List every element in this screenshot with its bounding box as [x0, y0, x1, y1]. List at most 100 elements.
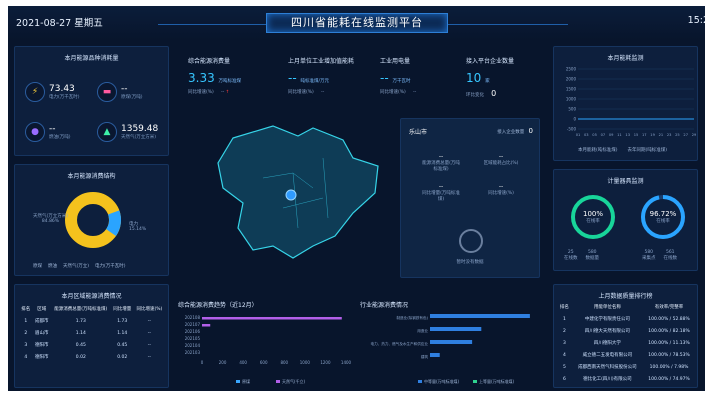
tick-label: -500: [567, 127, 577, 132]
map-borders: [262, 157, 329, 229]
tick-label: 1400: [341, 360, 351, 365]
table-row: 4 威立德二五发电有限公司 100.00% / 78.53%: [562, 352, 690, 359]
donut-chart: [65, 192, 121, 248]
top-bar: 2021-08-27 星期五 四川省能耗在线监测平台 15:2: [8, 6, 705, 40]
tick-label: 800: [280, 360, 288, 365]
city-cell: -- 能源消费总量(万吨标准煤): [422, 153, 460, 172]
page-title: 四川省能耗在线监测平台: [291, 16, 423, 29]
bar: [430, 353, 440, 357]
divider: [158, 24, 266, 25]
tick-label: 建筑: [421, 354, 429, 359]
city-count: 接入企业数量 0: [497, 127, 533, 135]
monthly-legend: 本月能耗(吨标准煤) 去年同期(吨标准煤): [578, 148, 668, 153]
tick-label: 1500: [566, 87, 577, 92]
tick-label: 23: [667, 133, 672, 137]
bar: [430, 327, 482, 331]
tick-label: 制造业(除钢铁有色): [396, 315, 428, 320]
panel-title: 上月数据质量排行榜: [598, 293, 653, 300]
legend-swatch: [276, 380, 280, 383]
map-province[interactable]: [217, 125, 379, 259]
legend-label: 中等量(万吨标准煤): [424, 378, 460, 384]
energy-stat-oil: ● -- 燃油(万吨): [25, 122, 71, 142]
industry-chart: 制造业(除钢铁有色) 用造业电力、热力、燃气及水生产和供应业建筑中等量(万吨标准煤…: [371, 314, 530, 384]
donut-electric-slice: [65, 192, 121, 248]
stat-value: 1359.48: [121, 124, 159, 134]
panel-title: 本月能耗监测: [607, 55, 644, 62]
tick-label: 0: [201, 360, 204, 365]
tick-label: 2500: [566, 67, 577, 72]
kpi-industry-intensity: 上月单位工业增加值能耗 -- 吨标准煤/万元 同比增速(%) --: [288, 58, 355, 95]
city-cell: -- 同比增量(万吨标准煤): [422, 183, 460, 202]
area-panel: 本月区域能源消费情况 排名 区域 能源消费总量(万吨标准煤) 同比增量 同比增速(%) …: [14, 284, 169, 388]
date-label: 2021-08-27 星期五: [16, 18, 103, 29]
tick-label: 09: [609, 133, 614, 137]
panel-title: 计量器具监测: [607, 178, 644, 185]
table-row: 1 中建化学有限责任公司 100.00% / 52.88%: [562, 316, 690, 323]
tick-label: 600: [260, 360, 268, 365]
table-row: 5 成都西南天然气科技股份公司 100.00% / 7.98%: [562, 364, 689, 371]
tick-label: 400: [239, 360, 247, 365]
tick-label: 202108: [185, 315, 201, 320]
area-table: 排名 区域 能源消费总量(万吨标准煤) 同比增量 同比增速(%) 1 成都市 1.73 1.7…: [19, 303, 165, 363]
table-row: 2 眉山市 1.14 1.14 --: [24, 330, 151, 337]
tick-label: 1000: [566, 97, 577, 102]
gauge-2-text: 96.72% 在线率: [649, 210, 677, 224]
tick-label: 202106: [185, 329, 201, 334]
tick-label: 1000: [300, 360, 311, 365]
legend-label: 原煤: [242, 378, 250, 384]
panel-title: 综合能源消费趋势（近12月）: [178, 302, 258, 309]
stat-value: --: [121, 84, 128, 94]
divider: [448, 24, 568, 25]
metering-panel: 计量器具监测 100% 在线率 96.72% 在线率 25 在线数 580 数据量 58…: [553, 169, 698, 271]
donut-legend: 原煤 燃油 天然气(万立) 电力(万千瓦时): [33, 264, 126, 269]
tick-label: 19: [650, 133, 655, 137]
table-header: 排名 区域 能源消费总量(万吨标准煤) 同比增量 同比增速(%): [21, 307, 163, 312]
clock: 15:2: [687, 15, 705, 26]
dashboard: 2021-08-27 星期五 四川省能耗在线监测平台 15:2 本月能源品种消耗…: [8, 6, 705, 391]
tick-label: 202103: [185, 350, 201, 355]
gauge-1: [571, 195, 615, 239]
legend-label: 上等量(万吨标准煤): [479, 378, 515, 384]
panel-title: 本月能源消费结构: [67, 173, 116, 180]
industry-panel: 行业能源消费情况 制造业(除钢铁有色) 用造业 电力、热力、燃气及水生产和供应业 建筑…: [358, 296, 546, 388]
table-row: 1 成都市 1.73 1.73 --: [24, 318, 151, 325]
kpi-value: --: [380, 71, 389, 85]
tick-label: 2000: [566, 77, 577, 82]
tick-label: 13: [625, 133, 630, 137]
tick-label: 202104: [185, 343, 201, 348]
car-icon: ▬: [97, 82, 117, 102]
bar: [202, 324, 211, 327]
ranking-panel: 上月数据质量排行榜 排名 用能单位名称 有效率/完整率 1 中建化学有限责任公司 100…: [553, 284, 698, 388]
sichuan-map[interactable]: [203, 118, 393, 268]
kpi-value: 10: [466, 71, 482, 85]
search-icon: [459, 229, 483, 253]
donut-right-label: 电力 15.14%: [129, 222, 147, 232]
stat-label: 天然气(万立方米): [121, 135, 157, 140]
bar: [202, 317, 342, 320]
stat-label: 燃油(万吨): [49, 135, 71, 140]
ranking-table: 排名 用能单位名称 有效率/完整率 1 中建化学有限责任公司 100.00% / 52.…: [557, 301, 695, 385]
donut-left-label: 天然气(万立方米) 84.86%: [33, 214, 69, 224]
trend-panel: 综合能源消费趋势（近12月） 202108 202107 202106 202105 2…: [176, 296, 351, 388]
stat-value: 73.43: [49, 84, 75, 94]
tick-label: 用造业: [417, 328, 428, 333]
table-row: 2 四川德大天然有限公司 100.00% / 82.18%: [562, 328, 690, 335]
tick-label: 05: [592, 133, 597, 137]
stat-label: 电力(万千瓦时): [49, 95, 80, 100]
tick-label: 1200: [320, 360, 331, 365]
tick-label: 电力、热力、燃气及水生产和供应业: [371, 341, 429, 346]
tick-label: 21: [659, 133, 664, 137]
map-marker[interactable]: [285, 189, 297, 201]
monthly-panel: 本月能耗监测 2500 2000 1500 1000 500 0 -500 01 03 05 07 0…: [553, 46, 698, 161]
legend-label: 天然气(千立): [282, 378, 306, 384]
kpi-value: --: [288, 71, 297, 85]
tick-label: 202105: [185, 336, 201, 341]
tick-label: 0: [573, 117, 576, 122]
donut-gas-slice: [65, 192, 121, 248]
gauge-1-text: 100% 在线率: [582, 210, 603, 224]
tick-label: 01: [576, 133, 581, 137]
kpi-energy: 综合能源消费量 3.33 万吨标准煤 同比增速(%) -- ↑: [188, 58, 242, 95]
city-panel: 乐山市 接入企业数量 0 -- 能源消费总量(万吨标准煤) -- 区域能耗占比(%)…: [400, 118, 540, 278]
